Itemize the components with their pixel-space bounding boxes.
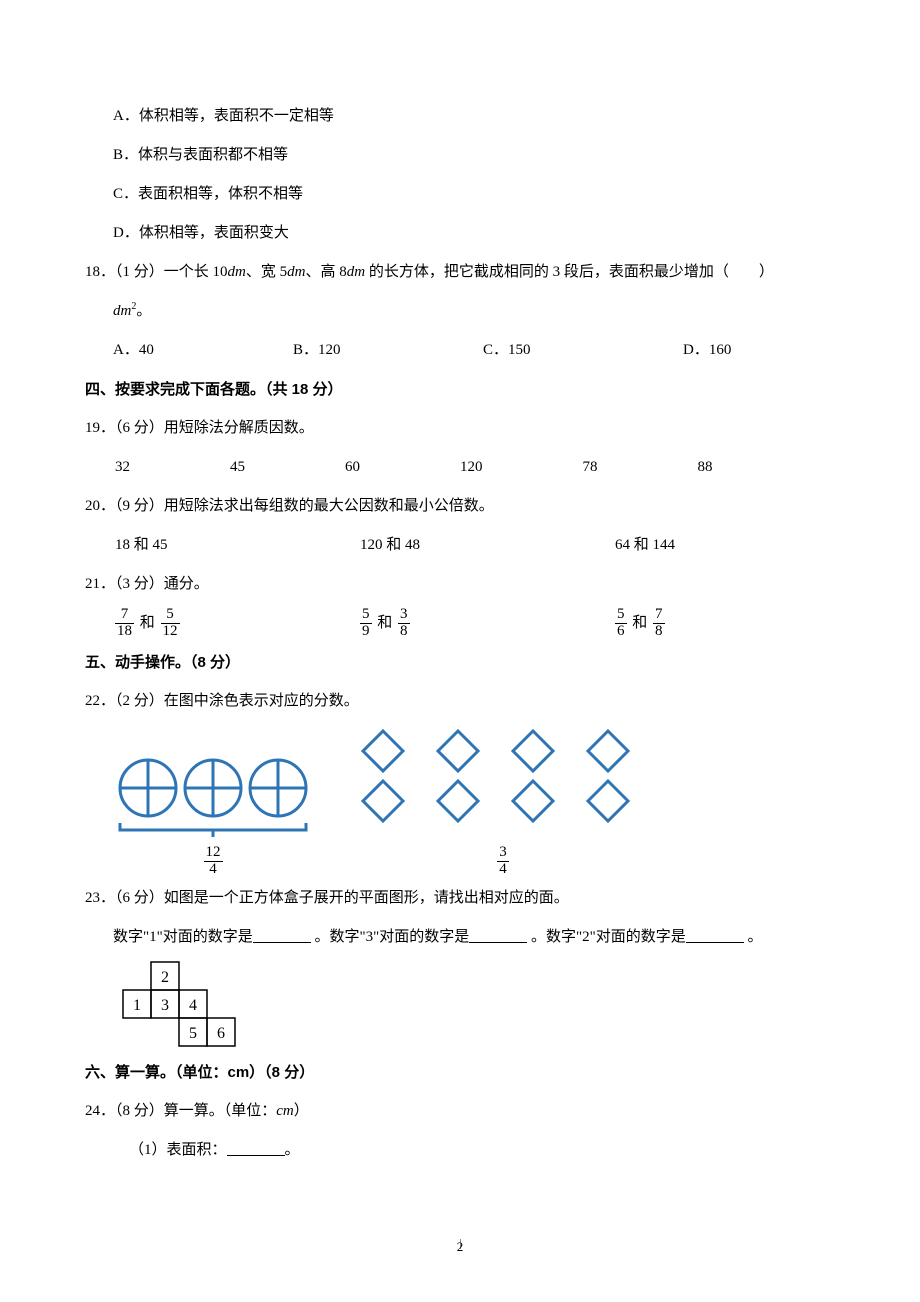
q21-and2: 和 xyxy=(377,615,392,631)
q23-t1: 数字"1"对面的数字是 xyxy=(113,929,253,945)
q19-stem: 19．（6 分）用短除法分解质因数。 xyxy=(85,412,835,445)
svg-text:2: 2 xyxy=(161,969,169,986)
q20-stem: 20．（9 分）用短除法求出每组数的最大公因数和最小公倍数。 xyxy=(85,490,835,523)
q21-f6: 78 xyxy=(653,607,665,640)
q21-pair2: 59 和 38 xyxy=(360,607,615,640)
q21-f2: 512 xyxy=(161,607,180,640)
q23-t3: 。数字"2"对面的数字是 xyxy=(531,929,686,945)
diamonds-svg xyxy=(353,726,653,826)
svg-text:3: 3 xyxy=(161,997,169,1014)
q19-n2: 45 xyxy=(230,451,245,484)
q17-option-c: C．表面积相等，体积不相等 xyxy=(85,178,835,211)
q20-pairs: 18 和 45 120 和 48 64 和 144 xyxy=(85,529,835,562)
q20-pair3: 64 和 144 xyxy=(615,529,815,562)
q22-wheels: 124 xyxy=(113,753,313,878)
q21-f1: 718 xyxy=(115,607,134,640)
q19-n5: 78 xyxy=(583,451,598,484)
q24-sub1b: 。 xyxy=(285,1142,300,1158)
q22-stem: 22．（2 分）在图中涂色表示对应的分数。 xyxy=(85,685,835,718)
q19-n1: 32 xyxy=(115,451,130,484)
q22-diamonds: 34 xyxy=(353,726,653,878)
q21-fractions: 718 和 512 59 和 38 56 和 78 xyxy=(85,607,835,640)
q21-f4: 38 xyxy=(398,607,410,640)
section5-heading: 五、动手操作。（8 分） xyxy=(85,646,835,679)
wheels-svg xyxy=(113,753,313,839)
q18-option-b: B．120 xyxy=(293,334,483,367)
q21-and1: 和 xyxy=(140,615,155,631)
cube-net-svg: 2 1 3 4 5 6 xyxy=(113,960,263,1050)
q18-option-c: C．150 xyxy=(483,334,683,367)
q17-option-a: A．体积相等，表面积不一定相等 xyxy=(85,100,835,133)
q18-unit: dm2。 xyxy=(85,295,835,328)
q23-stem: 23．（6 分）如图是一个正方体盒子展开的平面图形，请找出相对应的面。 xyxy=(85,882,835,915)
q23-blank1[interactable] xyxy=(253,942,311,943)
q24-stem: 24．（8 分）算一算。（单位：cm） xyxy=(85,1095,835,1128)
q18-stem-text: 18．（1 分）一个长 10dm、宽 5dm、高 8dm 的长方体，把它截成相同… xyxy=(85,264,774,280)
q23-blank3[interactable] xyxy=(686,942,744,943)
q19-n6: 88 xyxy=(698,451,713,484)
q21-pair1: 718 和 512 xyxy=(115,607,360,640)
q21-f3: 59 xyxy=(360,607,372,640)
q23-fill: 数字"1"对面的数字是 。数字"3"对面的数字是 。数字"2"对面的数字是 。 xyxy=(85,921,835,954)
q22-frac2: 34 xyxy=(353,845,653,878)
q18-option-d: D．160 xyxy=(683,334,813,367)
q20-pair2: 120 和 48 xyxy=(360,529,615,562)
q17-option-b: B．体积与表面积都不相等 xyxy=(85,139,835,172)
q19-n4: 120 xyxy=(460,451,483,484)
q24-blank1[interactable] xyxy=(227,1155,285,1156)
q24-sub1: （1）表面积： 。 xyxy=(85,1134,835,1167)
q23-t2: 。数字"3"对面的数字是 xyxy=(315,929,470,945)
q18-stem: 18．（1 分）一个长 10dm、宽 5dm、高 8dm 的长方体，把它截成相同… xyxy=(85,256,835,289)
q22-figures: 124 34 xyxy=(113,726,835,878)
q23-t4: 。 xyxy=(748,929,763,945)
svg-text:4: 4 xyxy=(189,997,197,1014)
q19-n3: 60 xyxy=(345,451,360,484)
q17-option-d: D．体积相等，表面积变大 xyxy=(85,217,835,250)
q20-pair1: 18 和 45 xyxy=(115,529,360,562)
section4-heading: 四、按要求完成下面各题。（共 18 分） xyxy=(85,373,835,406)
svg-text:5: 5 xyxy=(189,1025,197,1042)
svg-text:1: 1 xyxy=(133,997,141,1014)
page-number: 2 xyxy=(0,1233,920,1262)
q22-frac1: 124 xyxy=(113,845,313,878)
q23-blank2[interactable] xyxy=(469,942,527,943)
svg-text:6: 6 xyxy=(217,1025,225,1042)
section6-heading: 六、算一算。（单位：cm）（8 分） xyxy=(85,1056,835,1089)
q21-pair3: 56 和 78 xyxy=(615,607,815,640)
q24-sub1a: （1）表面积： xyxy=(129,1142,227,1158)
q18-options: A．40 B．120 C．150 D．160 xyxy=(85,334,835,367)
q21-f5: 56 xyxy=(615,607,627,640)
q21-and3: 和 xyxy=(632,615,647,631)
q19-numbers: 32 45 60 120 78 88 xyxy=(85,451,835,484)
q21-stem: 21．（3 分）通分。 xyxy=(85,568,835,601)
q18-option-a: A．40 xyxy=(113,334,293,367)
